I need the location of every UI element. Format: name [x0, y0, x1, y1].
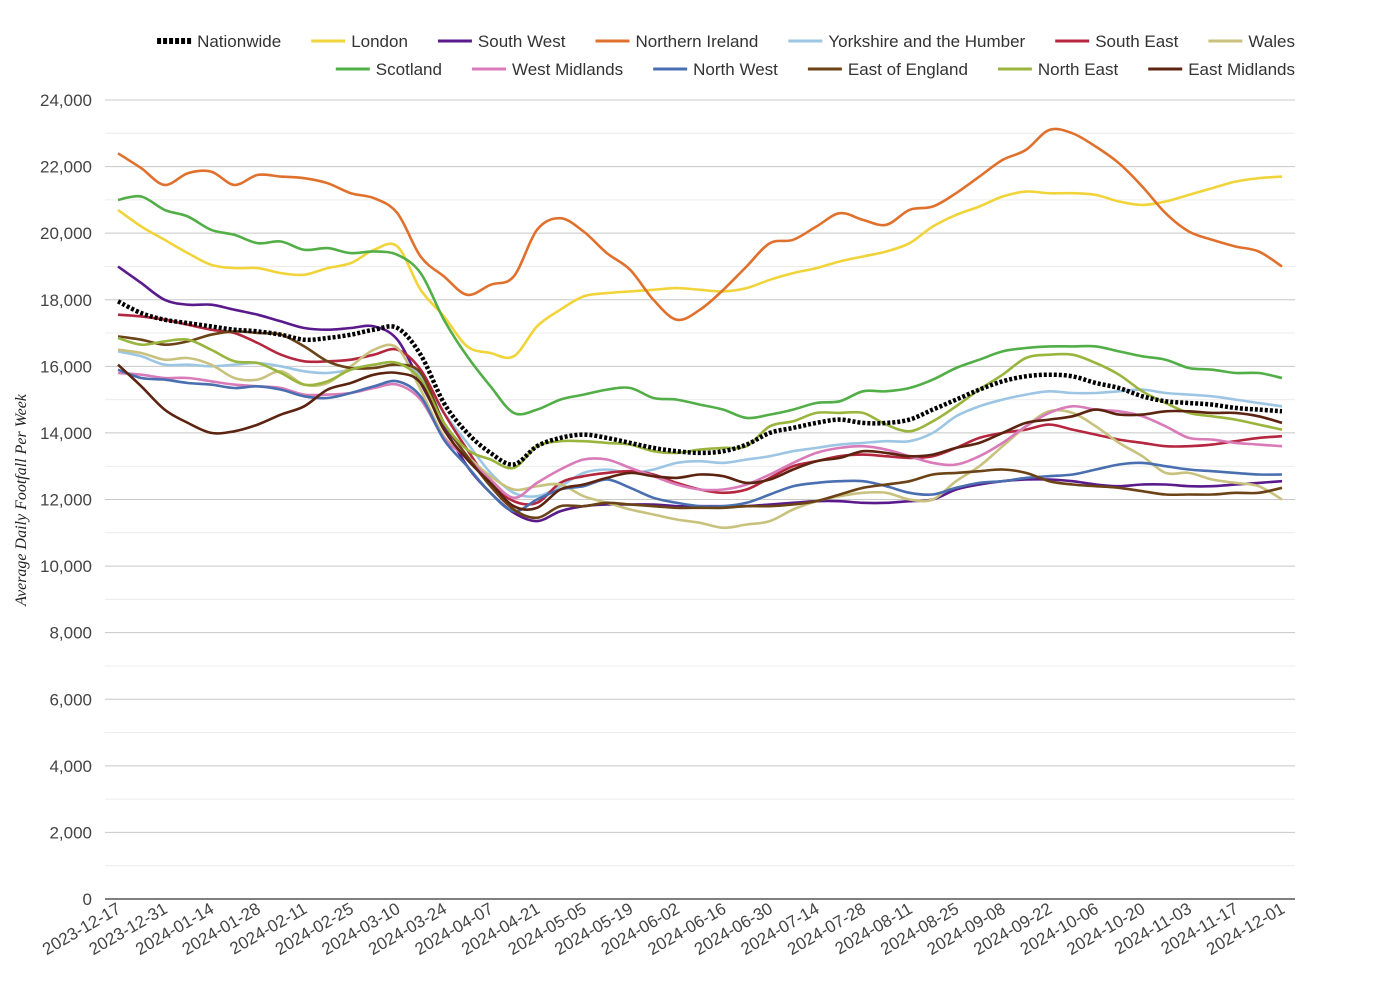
legend-item-east-of-england: East of England: [807, 60, 968, 79]
x-axis: 2023-12-172023-12-312024-01-142024-01-28…: [39, 898, 1295, 959]
legend-label: West Midlands: [512, 60, 623, 79]
y-tick-label: 10,000: [40, 557, 92, 576]
legend-label: Scotland: [376, 60, 442, 79]
legend-label: East of England: [848, 60, 968, 79]
legend-item-north-east: North East: [997, 60, 1119, 79]
y-tick-label: 2,000: [49, 823, 92, 842]
legend-label: South West: [478, 32, 566, 51]
legend-label: Nationwide: [197, 32, 281, 51]
y-tick-label: 0: [83, 890, 92, 909]
series-lines: [116, 127, 1283, 530]
legend-item-wales: Wales: [1208, 32, 1295, 51]
y-tick-label: 24,000: [40, 91, 92, 110]
y-tick-label: 8,000: [49, 624, 92, 643]
legend-item-northern-ireland: Northern Ireland: [595, 32, 759, 51]
series-line-west-midlands: [117, 371, 1283, 500]
legend-item-london: London: [311, 32, 408, 51]
series-line-london: [117, 175, 1283, 360]
y-tick-label: 16,000: [40, 357, 92, 376]
series-line-east-of-england: [117, 330, 1283, 520]
legend-item-south-west: South West: [437, 32, 566, 51]
series-line-northern-ireland: [117, 127, 1283, 322]
y-axis: 0 2,000 4,000 6,000 8,000 10,000 12,000 14,000 1…: [40, 91, 92, 909]
gridlines: [105, 99, 1295, 867]
series-line-north-east: [117, 336, 1283, 470]
legend-label: Wales: [1248, 32, 1295, 51]
legend-label: Northern Ireland: [636, 32, 759, 51]
y-tick-label: 4,000: [49, 757, 92, 776]
legend-item-yorkshire-and-the-humber: Yorkshire and the Humber: [788, 32, 1026, 51]
legend-label: Yorkshire and the Humber: [828, 32, 1025, 51]
series-line-yorkshire-and-the-humber: [117, 350, 1283, 498]
y-axis-label: Average Daily Footfall Per Week: [13, 393, 30, 607]
legend-label: North West: [693, 60, 778, 79]
legend-label: South East: [1095, 32, 1178, 51]
legend-item-nationwide: Nationwide: [157, 32, 281, 51]
series-line-north-west: [117, 368, 1283, 513]
legend-item-scotland: Scotland: [335, 60, 442, 79]
legend: Nationwide London South West Northern Irela…: [157, 32, 1295, 79]
y-tick-label: 12,000: [40, 491, 92, 510]
series-line-scotland: [117, 194, 1283, 420]
legend-label: North East: [1038, 60, 1119, 79]
series-line-east-midlands: [117, 363, 1283, 511]
series-line-nationwide: [116, 299, 1283, 467]
legend-label: London: [351, 32, 408, 51]
y-tick-label: 22,000: [40, 158, 92, 177]
y-tick-label: 18,000: [40, 291, 92, 310]
y-tick-label: 6,000: [49, 690, 92, 709]
legend-label: East Midlands: [1188, 60, 1295, 79]
legend-item-east-midlands: East Midlands: [1148, 60, 1295, 79]
y-tick-label: 20,000: [40, 224, 92, 243]
legend-item-west-midlands: West Midlands: [471, 60, 623, 79]
legend-item-north-west: North West: [653, 60, 778, 79]
legend-item-south-east: South East: [1055, 32, 1179, 51]
y-tick-label: 14,000: [40, 424, 92, 443]
